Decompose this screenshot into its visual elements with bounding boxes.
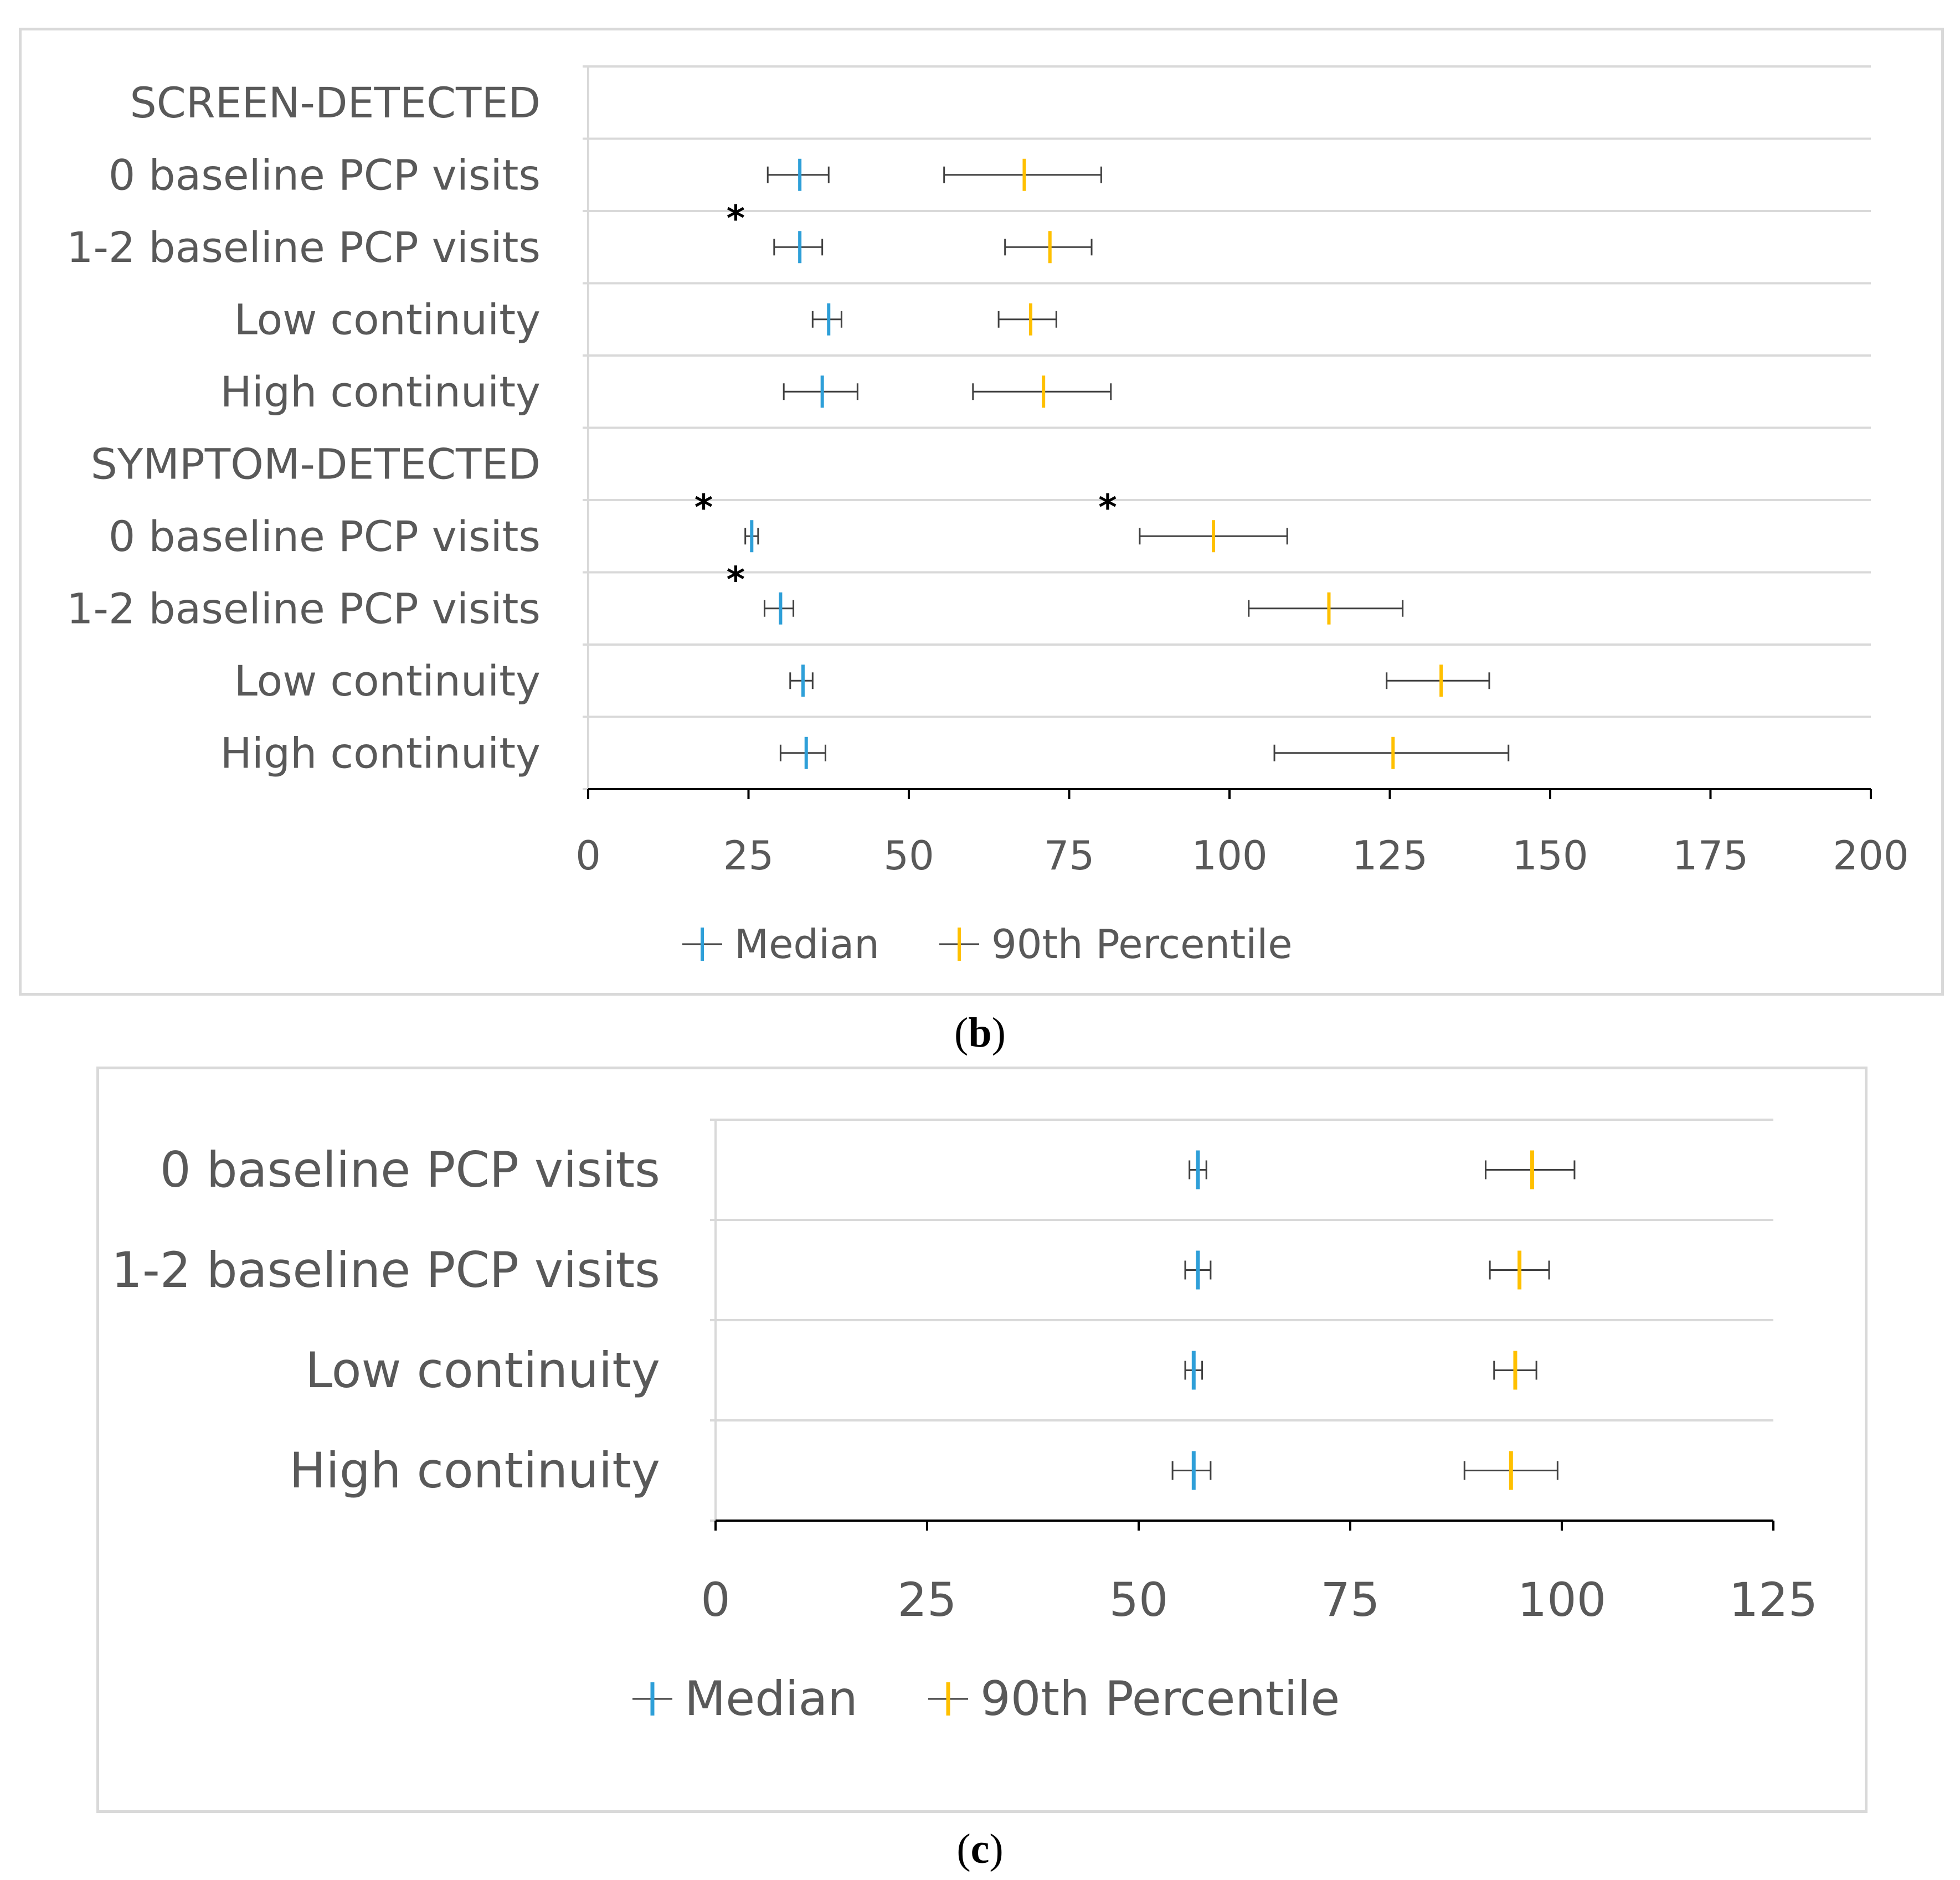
legend-median-label: Median (685, 1671, 858, 1727)
category-label: 1-2 baseline PCP visits (111, 1242, 660, 1299)
significance-asterisk: * (695, 487, 713, 528)
panel-b-caption-letter: b (968, 1009, 992, 1056)
panel-b-caption: (b) (954, 1009, 1006, 1056)
category-label: Low continuity (234, 656, 541, 705)
legend-percentile90-label: 90th Percentile (991, 921, 1293, 967)
category-label: Low continuity (305, 1342, 660, 1399)
x-tick-label: 25 (723, 832, 774, 879)
x-tick-label: 125 (1352, 832, 1428, 879)
category-label: 0 baseline PCP visits (160, 1141, 660, 1198)
legend-median-label: Median (734, 921, 879, 967)
x-tick-label: 0 (575, 832, 601, 879)
panel-c-frame (96, 1067, 1868, 1813)
x-tick-label: 75 (1044, 832, 1095, 879)
legend-percentile90-label: 90th Percentile (980, 1671, 1340, 1727)
x-tick-label: 75 (1321, 1573, 1380, 1627)
x-tick-label: 200 (1833, 832, 1908, 879)
category-label: 0 baseline PCP visits (109, 150, 541, 199)
x-tick-label: 175 (1673, 832, 1748, 879)
x-tick-label: 100 (1191, 832, 1267, 879)
x-tick-label: 150 (1512, 832, 1588, 879)
panel-b-frame (19, 28, 1944, 996)
panel-c-caption-letter: c (970, 1826, 990, 1872)
category-label: 1-2 baseline PCP visits (66, 223, 541, 272)
x-tick-label: 100 (1517, 1573, 1606, 1627)
category-label: High continuity (220, 367, 541, 416)
category-label: High continuity (220, 728, 541, 777)
significance-asterisk: * (727, 198, 745, 239)
panel-c-caption: (c) (956, 1826, 1004, 1872)
significance-asterisk: * (1098, 487, 1117, 528)
category-label: 0 baseline PCP visits (109, 512, 541, 561)
category-label: High continuity (289, 1442, 660, 1499)
category-label: Low continuity (234, 295, 541, 344)
category-label: SYMPTOM-DETECTED (91, 439, 541, 488)
x-tick-label: 50 (1109, 1573, 1169, 1627)
category-label: SCREEN-DETECTED (130, 78, 541, 127)
chart-b: 0 25 50 75 100 125 150 175 200 SCREEN-DETECTED 0 b… (66, 65, 1909, 967)
category-label: 1-2 baseline PCP visits (66, 584, 541, 633)
x-tick-label: 25 (898, 1573, 957, 1627)
x-tick-label: 50 (883, 832, 934, 879)
significance-asterisk: * (727, 560, 745, 601)
x-tick-label: 0 (701, 1573, 730, 1627)
x-tick-label: 125 (1729, 1573, 1818, 1627)
